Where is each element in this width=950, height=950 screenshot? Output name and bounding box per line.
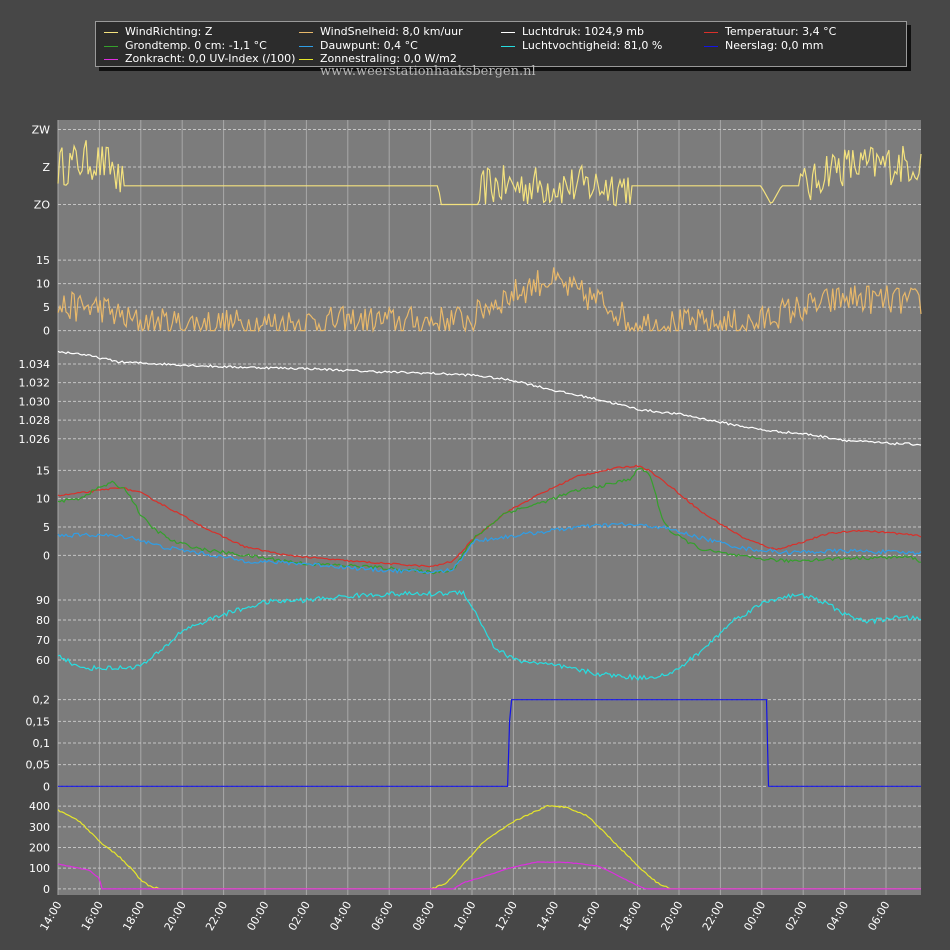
x-tick-label: 00:00 <box>244 899 271 933</box>
legend-swatch <box>104 59 118 60</box>
y-tick-label: 10 <box>36 493 50 506</box>
x-tick-label: 20:00 <box>658 899 685 933</box>
x-tick-label: 22:00 <box>700 899 727 933</box>
y-tick-label: 400 <box>29 800 50 813</box>
y-tick-label: 15 <box>36 254 50 267</box>
x-tick-label: 06:00 <box>865 899 892 933</box>
y-tick-label: 300 <box>29 821 50 834</box>
y-tick-label: 1.030 <box>19 395 51 408</box>
legend-swatch <box>299 59 313 60</box>
y-tick-label: 0 <box>43 325 50 338</box>
y-tick-label: 0,05 <box>26 759 51 772</box>
y-tick-label: Z <box>42 161 50 174</box>
series-line-luchtvochtigheid <box>57 589 922 681</box>
y-tick-label: 0 <box>43 883 50 896</box>
x-tick-label: 00:00 <box>741 899 768 933</box>
y-tick-label: 0 <box>43 780 50 793</box>
legend-swatch <box>104 46 118 47</box>
plot-area <box>58 120 921 895</box>
x-tick-label: 14:00 <box>37 899 64 933</box>
y-tick-label: 15 <box>36 464 50 477</box>
y-tick-label: 10 <box>36 278 50 291</box>
legend-swatch <box>501 32 515 33</box>
x-tick-label: 10:00 <box>451 899 478 933</box>
x-tick-label: 20:00 <box>162 899 189 933</box>
watermark: www.weerstationhaaksbergen.nl <box>320 64 536 79</box>
y-tick-label: 0 <box>43 549 50 562</box>
y-tick-label: 1.028 <box>19 414 51 427</box>
y-tick-label: 200 <box>29 842 50 855</box>
y-tick-label: 70 <box>36 634 50 647</box>
series-line-grondtemp-0-cm <box>57 467 921 575</box>
series-line-windsnelheid <box>57 267 922 333</box>
y-tick-label: 60 <box>36 654 50 667</box>
x-tick-label: 02:00 <box>286 899 313 933</box>
y-tick-label: 0,2 <box>33 694 51 707</box>
legend-swatch <box>704 32 718 33</box>
series-line-windrichting <box>57 140 922 207</box>
legend-swatch <box>501 46 515 47</box>
x-tick-label: 08:00 <box>410 899 437 933</box>
y-tick-label: 5 <box>43 521 50 534</box>
legend-swatch <box>104 32 118 33</box>
y-tick-label: 1.026 <box>19 433 51 446</box>
legend-swatch <box>704 46 718 47</box>
y-tick-label: 1.034 <box>19 358 51 371</box>
x-tick-label: 06:00 <box>369 899 396 933</box>
y-tick-label: 90 <box>36 594 50 607</box>
y-tick-label: ZO <box>34 199 51 212</box>
x-tick-label: 16:00 <box>79 899 106 933</box>
y-tick-label: 5 <box>43 301 50 314</box>
series-line-luchtdruk <box>57 350 922 446</box>
series-line-dauwpunt <box>57 521 922 575</box>
x-tick-label: 16:00 <box>576 899 603 933</box>
legend: WindRichting: Z WindSnelheid: 8,0 km/uur… <box>95 21 907 67</box>
x-tick-label: 14:00 <box>534 899 561 933</box>
legend-swatch <box>299 46 313 47</box>
y-tick-label: 1.032 <box>19 377 51 390</box>
legend-swatch <box>299 32 313 33</box>
y-tick-label: 0,1 <box>33 737 51 750</box>
x-tick-label: 18:00 <box>120 899 147 933</box>
series-line-neerslag <box>58 699 921 787</box>
x-tick-label: 04:00 <box>824 899 851 933</box>
x-tick-label: 12:00 <box>493 899 520 933</box>
x-tick-label: 22:00 <box>203 899 230 933</box>
y-tick-label: ZW <box>32 124 51 137</box>
x-tick-label: 04:00 <box>327 899 354 933</box>
x-tick-label: 18:00 <box>617 899 644 933</box>
y-tick-label: 80 <box>36 614 50 627</box>
y-tick-label: 0,15 <box>26 715 51 728</box>
x-tick-label: 02:00 <box>783 899 810 933</box>
series-line-zonkracht <box>57 861 921 890</box>
y-tick-label: 100 <box>29 862 50 875</box>
